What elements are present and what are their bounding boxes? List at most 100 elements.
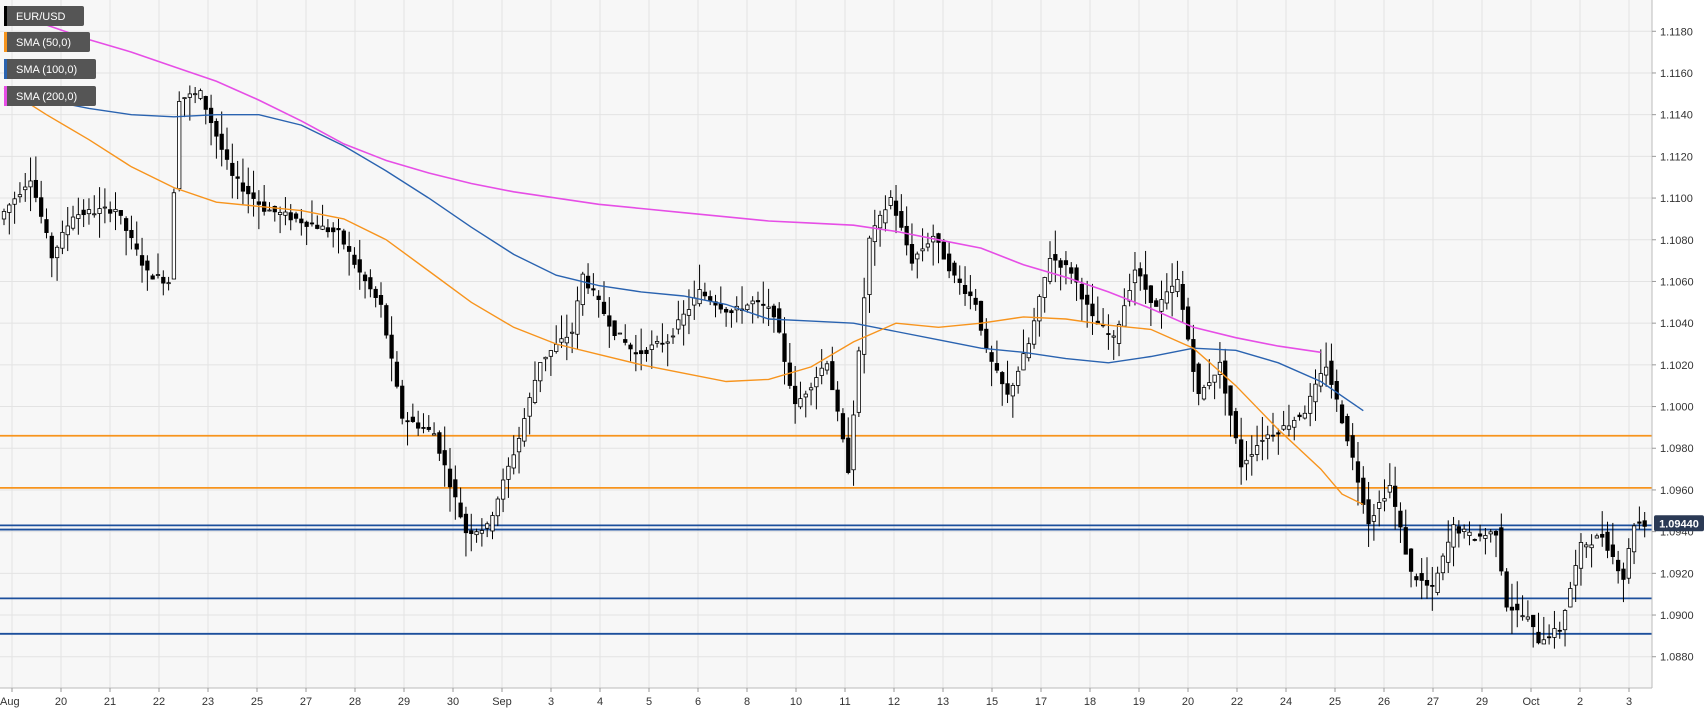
candle-up bbox=[267, 209, 272, 212]
candle-down bbox=[304, 221, 309, 227]
candle-down bbox=[139, 255, 145, 266]
candle-up bbox=[1387, 484, 1392, 493]
candle-up bbox=[1573, 565, 1578, 586]
candle-up bbox=[1589, 544, 1594, 549]
candle-down bbox=[973, 297, 978, 305]
candle-down bbox=[660, 342, 665, 345]
candle-down bbox=[1154, 300, 1159, 307]
x-tick-label: 18 bbox=[1084, 696, 1096, 708]
x-tick-label: 27 bbox=[1427, 696, 1439, 708]
candle-up bbox=[559, 338, 564, 343]
candle-down bbox=[1355, 461, 1361, 483]
candle-down bbox=[1408, 548, 1414, 572]
candle-up bbox=[277, 211, 283, 215]
candle-down bbox=[1350, 435, 1355, 458]
candle-down bbox=[1361, 477, 1366, 505]
candle-down bbox=[899, 211, 904, 228]
candle-up bbox=[474, 531, 479, 536]
x-tick-label: 24 bbox=[1280, 696, 1292, 708]
candle-up bbox=[1313, 383, 1318, 403]
current-price-badge: 1.09440 bbox=[1654, 515, 1704, 532]
candle-up bbox=[1302, 412, 1307, 419]
candle-up bbox=[1541, 639, 1546, 645]
legend-item-eurusd-bg bbox=[4, 6, 84, 26]
candle-down bbox=[426, 426, 431, 430]
x-tick-label: 28 bbox=[349, 696, 361, 708]
candle-down bbox=[118, 210, 123, 216]
x-tick-label: 13 bbox=[937, 696, 949, 708]
candle-down bbox=[1180, 284, 1185, 310]
candle-up bbox=[1159, 299, 1164, 312]
candle-up bbox=[681, 313, 686, 326]
candle-down bbox=[1345, 415, 1350, 442]
sma-200-line bbox=[3, 11, 1321, 354]
candle-down bbox=[437, 432, 442, 454]
candle-down bbox=[39, 197, 44, 217]
legend-item-sma200[interactable]: SMA (200,0) bbox=[4, 86, 96, 106]
candle-down bbox=[33, 179, 38, 198]
y-tick-label: 1.0900 bbox=[1660, 610, 1694, 622]
x-tick-label: 4 bbox=[597, 696, 603, 708]
candle-up bbox=[1308, 395, 1313, 414]
candle-up bbox=[1382, 498, 1387, 502]
candle-up bbox=[1440, 555, 1446, 574]
candle-down bbox=[1079, 283, 1084, 300]
candle-down bbox=[81, 209, 86, 216]
candle-up bbox=[1446, 541, 1451, 563]
y-tick-label: 1.1140 bbox=[1660, 110, 1693, 122]
candle-down bbox=[1148, 285, 1154, 303]
candle-down bbox=[1605, 531, 1610, 551]
candle-up bbox=[649, 344, 654, 350]
candle-up bbox=[527, 397, 532, 417]
legend-item-eurusd[interactable]: EUR/USD bbox=[4, 6, 84, 26]
legend-item-sma50[interactable]: SMA (50,0) bbox=[4, 32, 90, 52]
candle-down bbox=[49, 235, 54, 259]
legend-item-sma100[interactable]: SMA (100,0) bbox=[4, 59, 96, 79]
candle-down bbox=[44, 219, 49, 233]
x-tick-label: 10 bbox=[790, 696, 802, 708]
candle-down bbox=[384, 305, 389, 336]
candle-up bbox=[1552, 628, 1557, 638]
candle-down bbox=[1334, 381, 1339, 400]
y-tick-label: 1.0980 bbox=[1660, 443, 1694, 455]
candle-up bbox=[187, 93, 192, 98]
x-tick-label: 17 bbox=[1035, 696, 1047, 708]
candle-down bbox=[1536, 631, 1541, 644]
candle-up bbox=[1016, 370, 1021, 386]
candle-up bbox=[76, 214, 81, 219]
candle-down bbox=[394, 361, 400, 387]
candle-down bbox=[357, 259, 362, 273]
candle-down bbox=[1414, 576, 1419, 581]
candle-down bbox=[591, 288, 596, 291]
candle-down bbox=[708, 296, 713, 302]
x-tick-label: 30 bbox=[447, 696, 459, 708]
candle-up bbox=[697, 289, 702, 305]
candle-down bbox=[1403, 527, 1408, 555]
x-tick-label: 8 bbox=[744, 696, 750, 708]
x-tick-label: 6 bbox=[695, 696, 701, 708]
candle-down bbox=[761, 303, 766, 306]
legend-item-eurusd-label: EUR/USD bbox=[16, 11, 66, 23]
candle-up bbox=[856, 350, 861, 413]
legend: EUR/USD SMA (50,0) SMA (100,0) SMA (200,… bbox=[4, 6, 96, 106]
candle-up bbox=[7, 204, 12, 213]
candle-down bbox=[952, 262, 957, 276]
y-tick-label: 1.0960 bbox=[1660, 485, 1694, 497]
candle-down bbox=[203, 96, 208, 110]
x-tick-label: 15 bbox=[986, 696, 998, 708]
candle-up bbox=[1451, 524, 1456, 548]
x-tick-label: 20 bbox=[1182, 696, 1194, 708]
candle-down bbox=[410, 416, 415, 422]
candle-up bbox=[166, 282, 171, 285]
candle-up bbox=[495, 498, 500, 517]
candle-down bbox=[1063, 260, 1069, 266]
x-tick-label: 5 bbox=[646, 696, 652, 708]
candle-down bbox=[416, 422, 421, 429]
y-axis-ticks: 1.08801.09001.09201.09401.09601.09801.10… bbox=[1652, 26, 1694, 664]
candle-down bbox=[463, 513, 469, 534]
candle-down bbox=[251, 192, 256, 199]
candle-up bbox=[1631, 525, 1637, 553]
x-axis-ticks: Aug 20 21 22 23 25 27 28 29 30 Sep 3 4 5 6 8 10 11 12 13 15 1… bbox=[0, 688, 1632, 708]
candle-up bbox=[1377, 502, 1382, 509]
